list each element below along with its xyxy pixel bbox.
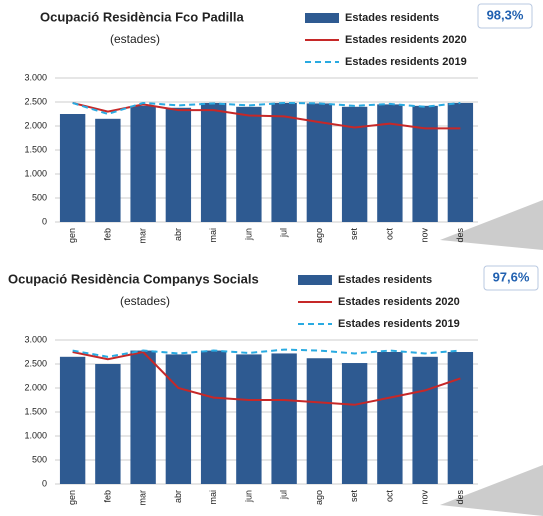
bar <box>200 102 227 222</box>
chart-title: Ocupació Residència Companys Socials <box>8 271 259 286</box>
badge-box <box>477 3 533 29</box>
bar <box>447 352 474 484</box>
legend-label: Estades residents 2020 <box>338 296 460 308</box>
y-tick-label: 2.500 <box>24 96 47 106</box>
legend-swatch <box>298 275 332 285</box>
bar <box>236 354 262 484</box>
decoration <box>440 200 543 250</box>
bar <box>447 102 474 222</box>
y-tick-label: 1.500 <box>24 406 47 416</box>
x-tick-label: ago <box>314 490 324 505</box>
x-tick-label: set <box>349 228 359 241</box>
x-tick-label: jun <box>243 490 253 503</box>
y-tick-label: 2.000 <box>24 382 47 392</box>
x-tick-label: des <box>455 228 465 243</box>
bar <box>95 118 121 222</box>
y-tick-label: 500 <box>32 454 47 464</box>
line <box>72 348 461 358</box>
x-tick-label: nov <box>420 228 430 243</box>
legend-swatch <box>305 13 339 23</box>
x-tick-label: nov <box>420 490 430 505</box>
x-tick-label: oct <box>384 490 394 503</box>
bar <box>341 363 368 484</box>
chart-title: Ocupació Residència Fco Padilla <box>40 9 245 24</box>
badge-box <box>483 265 539 291</box>
chart-subtitle: (estades) <box>110 32 160 46</box>
bar <box>130 105 156 222</box>
x-tick-label: oct <box>384 228 394 241</box>
legend-label: Estades residents <box>345 12 439 24</box>
bar <box>412 356 438 484</box>
x-tick-label: ago <box>314 228 324 243</box>
x-tick-label: des <box>455 490 465 505</box>
bar <box>59 356 86 484</box>
y-tick-label: 0 <box>42 216 47 226</box>
y-tick-label: 2.000 <box>24 120 47 130</box>
badge: 97,6% <box>493 269 530 284</box>
bar <box>377 352 403 484</box>
y-tick-label: 1.500 <box>24 144 47 154</box>
bar <box>412 105 438 222</box>
bar <box>59 114 86 222</box>
x-tick-label: jul <box>279 228 289 238</box>
x-tick-label: feb <box>102 490 112 503</box>
legend-label: Estades residents 2019 <box>345 56 467 68</box>
x-tick-label: gen <box>67 490 77 505</box>
legend-label: Estades residents 2019 <box>338 318 460 330</box>
chart: Ocupació Residència Fco Padilla (estades)… <box>24 3 533 244</box>
x-tick-label: abr <box>173 228 183 241</box>
x-tick-label: set <box>349 490 359 503</box>
bar <box>130 350 156 484</box>
x-tick-label: feb <box>102 228 112 241</box>
legend-label: Estades residents <box>338 274 432 286</box>
x-tick-label: mar <box>138 490 148 506</box>
y-tick-label: 3.000 <box>24 72 47 82</box>
badge: 98,3% <box>487 7 524 22</box>
x-tick-label: mai <box>208 490 218 505</box>
bar <box>236 106 262 222</box>
x-tick-label: mar <box>138 228 148 244</box>
y-tick-label: 2.500 <box>24 358 47 368</box>
x-tick-label: gen <box>67 228 77 243</box>
y-tick-label: 0 <box>42 478 47 488</box>
chart-subtitle: (estades) <box>120 294 170 308</box>
bar <box>271 102 297 222</box>
bar <box>165 107 192 222</box>
bar <box>165 354 192 484</box>
y-tick-label: 1.000 <box>24 430 47 440</box>
x-tick-label: jun <box>243 228 253 241</box>
y-tick-label: 1.000 <box>24 168 47 178</box>
bar <box>341 106 368 222</box>
bar <box>271 353 297 484</box>
x-tick-label: abr <box>173 490 183 503</box>
chart: Ocupació Residència Companys Socials (est… <box>8 265 539 506</box>
x-tick-label: mai <box>208 228 218 243</box>
line <box>72 101 461 130</box>
bar <box>377 104 403 222</box>
decoration <box>440 465 543 516</box>
legend-label: Estades residents 2020 <box>345 34 467 46</box>
y-tick-label: 3.000 <box>24 334 47 344</box>
line <box>72 350 461 406</box>
y-tick-label: 500 <box>32 192 47 202</box>
bar <box>306 358 333 484</box>
bar <box>200 350 227 484</box>
x-tick-label: jul <box>279 490 289 500</box>
bar <box>95 364 121 484</box>
